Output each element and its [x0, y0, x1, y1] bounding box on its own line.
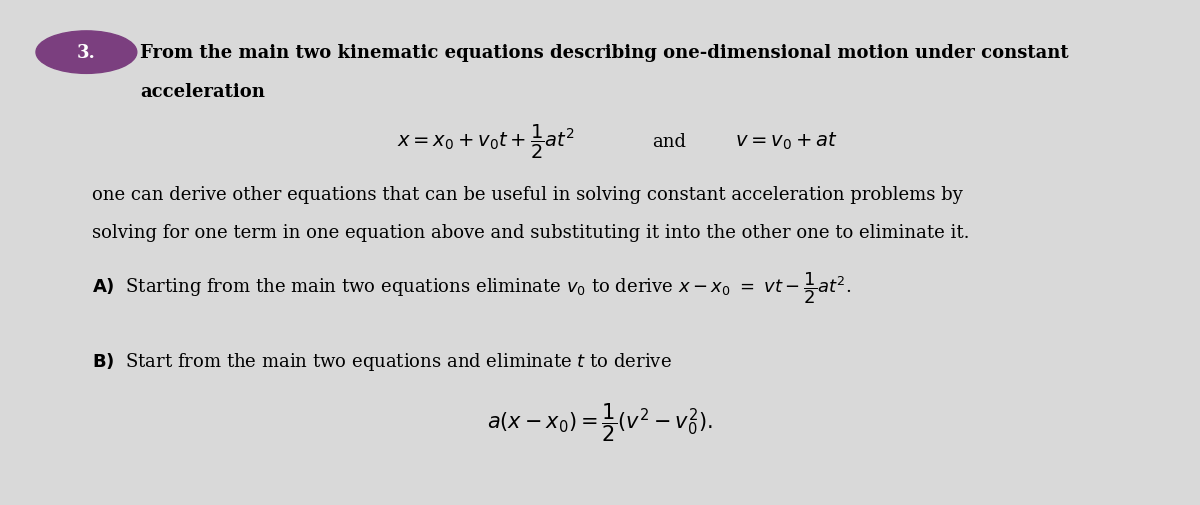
Text: $x = x_0 + v_0t + \dfrac{1}{2}at^2$: $x = x_0 + v_0t + \dfrac{1}{2}at^2$ — [397, 122, 575, 161]
Circle shape — [36, 32, 137, 74]
Text: one can derive other equations that can be useful in solving constant accelerati: one can derive other equations that can … — [92, 185, 964, 204]
Text: $\mathbf{B)}$  Start from the main two equations and eliminate $t$ to derive: $\mathbf{B)}$ Start from the main two eq… — [92, 350, 672, 372]
Text: $\mathbf{A)}$  Starting from the main two equations eliminate $v_0$ to derive $x: $\mathbf{A)}$ Starting from the main two… — [92, 270, 852, 306]
Text: and: and — [653, 132, 686, 150]
Text: $a(x - x_0) = \dfrac{1}{2}(v^2 - v_0^{2}).$: $a(x - x_0) = \dfrac{1}{2}(v^2 - v_0^{2}… — [487, 400, 713, 443]
Text: $v = v_0 + at$: $v = v_0 + at$ — [734, 131, 838, 152]
Text: acceleration: acceleration — [140, 83, 265, 101]
Text: solving for one term in one equation above and substituting it into the other on: solving for one term in one equation abo… — [92, 223, 970, 241]
Text: From the main two kinematic equations describing one-dimensional motion under co: From the main two kinematic equations de… — [140, 44, 1069, 62]
Text: 3.: 3. — [77, 44, 96, 62]
